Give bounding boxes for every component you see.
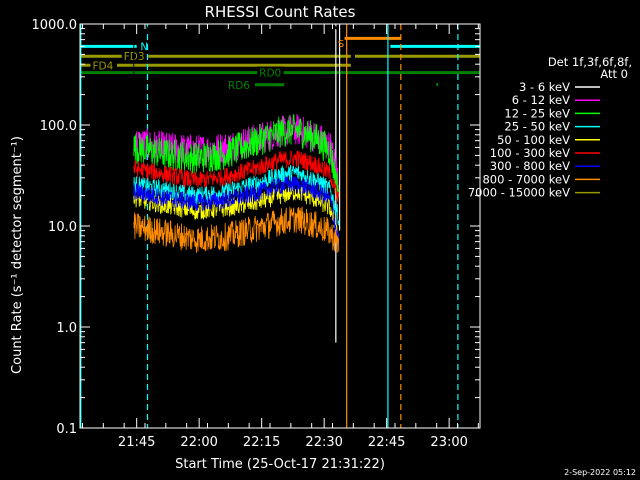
flag-label-backdrop [121, 50, 149, 63]
flag-label: RD0 [259, 68, 281, 80]
rd-flag-tick [436, 83, 439, 87]
y-tick-label: 10.0 [48, 220, 77, 235]
flag-bars: NFD3FD4RD0RD6 [80, 36, 480, 92]
x-tick-label: 22:30 [305, 435, 342, 450]
flag-label-backdrop [225, 78, 253, 91]
flag-label-backdrop [257, 66, 284, 79]
y-tick-label: 100.0 [40, 119, 77, 134]
flag-label-backdrop [138, 40, 150, 53]
legend-entry-label: 800 - 7000 keV [482, 172, 570, 186]
series-layer: S [133, 23, 344, 253]
flag-label: FD4 [93, 60, 114, 72]
series-line-6 [133, 175, 340, 245]
legend-entry-label: 50 - 100 keV [497, 133, 570, 147]
chart-title: RHESSI Count Rates [205, 3, 356, 21]
legend-entry-label: 6 - 12 keV [512, 93, 570, 107]
flag-label: N [140, 41, 148, 53]
series-line-7 [133, 206, 340, 253]
series-line-3-6kev-outline [133, 23, 339, 36]
x-tick-label: 21:45 [118, 435, 155, 450]
legend-entry-label: 3 - 6 keV [519, 80, 570, 94]
footer-date: 2-Sep-2022 05:12 [564, 468, 636, 477]
y-tick-label: 1.0 [56, 321, 77, 336]
legend-header-2: Att 0 [600, 67, 628, 81]
series-line-5 [133, 150, 340, 203]
y-tick-label: 0.1 [56, 422, 77, 437]
series-line-2 [133, 114, 340, 201]
x-axis-label: Start Time (25-Oct-17 21:31:22) [175, 457, 385, 472]
legend-entry-label: 12 - 25 keV [504, 106, 570, 120]
legend-entry-label: 25 - 50 keV [504, 120, 570, 134]
axes: 0.1 1.0 10.0 100.0 1000.0 21:45 22:00 22:15 22:3… [32, 18, 481, 450]
legend-entry-label: 300 - 800 keV [490, 159, 570, 173]
y-tick-label: 1000.0 [32, 18, 78, 33]
x-tick-label: 23:00 [430, 435, 467, 450]
legend-entry-label: 7000 - 15000 keV [468, 186, 570, 200]
flag-label: RD6 [228, 80, 250, 92]
legend-header-1: Det 1f,3f,6f,8f, [548, 55, 632, 69]
x-tick-label: 22:15 [243, 435, 280, 450]
flag-label-backdrop [90, 59, 117, 72]
annotation-label: S [338, 39, 344, 50]
legend-entry-label: 100 - 300 keV [490, 146, 570, 160]
y-axis-label: Count Rate (s⁻¹ detector segment⁻¹) [10, 136, 25, 374]
x-tick-label: 22:00 [180, 435, 217, 450]
series-line-4 [133, 184, 340, 237]
x-tick-label: 22:45 [368, 435, 405, 450]
